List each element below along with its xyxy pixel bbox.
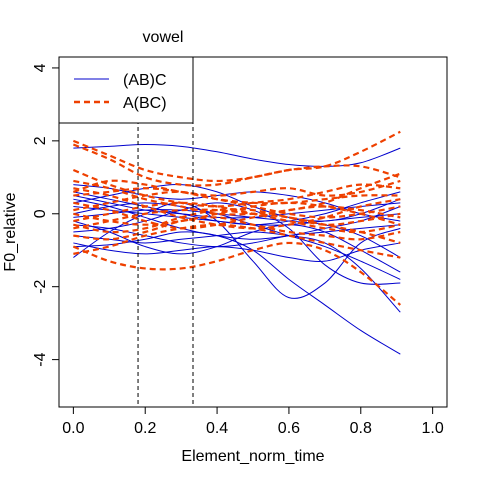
series-lines-layer [72,130,402,355]
y-axis-label: F0_relative [2,192,19,271]
axes-layer: 0.0 0.2 0.4 0.6 0.8 1.0 -4 -2 0 2 4 [32,63,444,437]
abc-solid-series-line-8 [73,220,401,273]
abc-solid-series-line-11 [73,202,401,285]
abc-solid-series-line-0 [73,143,401,167]
abc-dashed-series-line-20 [73,208,401,244]
legend: (AB)C A(BC) [58,56,194,124]
x-axis-label: Element_norm_time [181,448,324,465]
x-tick-label: 0.0 [62,420,84,437]
y-tick-label: -2 [32,279,49,293]
legend-box [58,56,194,124]
abc-solid-series-line-7 [73,202,401,280]
abc-dashed-series-line-30 [73,208,401,234]
chart-title: vowel [143,29,184,46]
abc-solid-series-line-12 [73,242,401,262]
abc-dashed-series-line-21 [73,190,401,219]
legend-label: (AB)C [123,72,167,89]
x-tick-label: 0.6 [278,420,300,437]
y-tick-label: 2 [32,136,49,145]
legend-label: A(BC) [123,95,167,112]
x-tick-label: 0.8 [350,420,372,437]
y-tick-label: -4 [32,352,49,366]
abc-dashed-series-line-26 [73,187,401,205]
abc-dashed-series-line-27 [73,223,401,259]
x-tick-label: 1.0 [422,420,444,437]
abc-dashed-series-line-31 [73,187,401,230]
y-tick-label: 0 [32,209,49,218]
abc-solid-series-line-1 [73,231,401,355]
abc-dashed-series-line-24 [73,201,401,230]
x-tick-label: 0.2 [134,420,156,437]
y-tick-label: 4 [32,63,49,72]
x-tick-label: 0.4 [206,420,228,437]
abc-solid-series-line-15 [73,198,401,240]
abc-dashed-series-line-22 [73,172,401,216]
abc-dashed-series-line-17 [72,143,401,187]
abc-solid-series-line-2 [73,202,401,299]
